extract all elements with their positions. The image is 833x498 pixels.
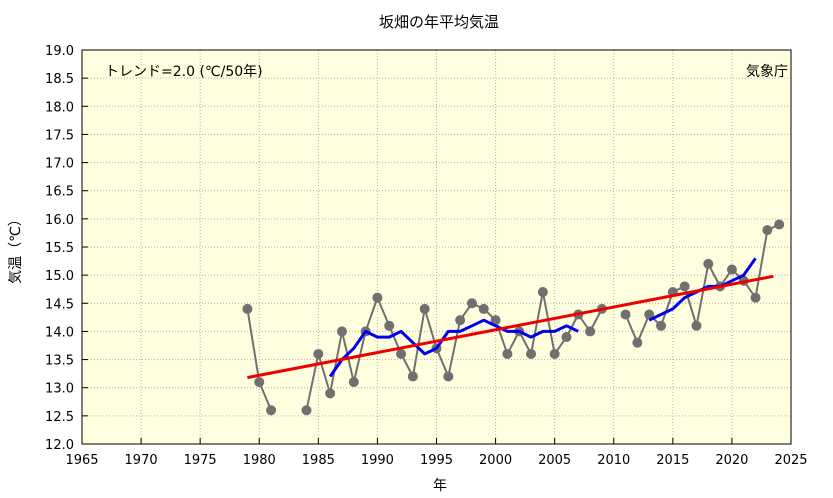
y-tick-label: 17.0	[45, 157, 74, 172]
annual-point	[703, 258, 714, 269]
series-layer	[242, 219, 785, 416]
y-tick-label: 12.0	[45, 438, 74, 453]
y-tick-label: 15.0	[45, 269, 74, 284]
annual-point	[502, 348, 513, 359]
x-tick-label: 2020	[715, 453, 748, 468]
annual-point	[537, 287, 548, 298]
annual-point	[561, 332, 572, 343]
annual-point	[384, 320, 395, 331]
annual-point	[644, 309, 655, 320]
y-tick-label: 18.0	[45, 100, 74, 115]
y-tick-label: 16.5	[45, 185, 74, 200]
annual-point	[478, 303, 489, 314]
annual-point	[774, 219, 785, 230]
trend-annotation: トレンド=2.0 (℃/50年)	[105, 64, 263, 80]
y-axis-label: 気温（℃）	[8, 212, 24, 284]
annual-point	[266, 405, 277, 416]
annual-point	[466, 298, 477, 309]
annual-point	[254, 377, 265, 388]
y-tick-label: 18.5	[45, 72, 74, 87]
x-tick-label: 1985	[302, 453, 335, 468]
y-axis: 12.0 12.5 13.0 13.5 14.0 14.5 15.0 15.5 16.0 16.5…	[45, 44, 88, 453]
annual-point	[396, 348, 407, 359]
y-tick-label: 17.5	[45, 128, 74, 143]
annual-point	[490, 315, 501, 326]
x-tick-label: 1990	[361, 453, 394, 468]
y-tick-label: 14.0	[45, 325, 74, 340]
y-tick-label: 13.0	[45, 382, 74, 397]
annual-point	[455, 315, 466, 326]
annual-point	[242, 303, 253, 314]
x-axis: 1965 1970 1975 1980 1985 1990 1995 2000 2005 2010…	[65, 438, 808, 468]
y-tick-label: 15.5	[45, 241, 74, 256]
annual-point	[325, 388, 336, 399]
annual-point	[726, 264, 737, 275]
annual-point	[750, 292, 761, 303]
plot-frame	[81, 49, 792, 445]
annual-point	[585, 326, 596, 337]
annual-point	[549, 348, 560, 359]
annual-point	[762, 225, 773, 236]
chart-title: 坂畑の年平均気温	[379, 13, 499, 31]
y-tick-label: 13.5	[45, 354, 74, 369]
x-tick-label: 1965	[65, 453, 98, 468]
annual-point	[372, 292, 383, 303]
annual-point	[620, 309, 631, 320]
annual-point	[679, 281, 690, 292]
series-trend	[247, 274, 774, 380]
annual-point	[301, 405, 312, 416]
x-tick-label: 1970	[125, 453, 158, 468]
trend-line	[247, 274, 774, 380]
annual-point	[656, 320, 667, 331]
annual-point	[336, 326, 347, 337]
annual-point	[443, 371, 454, 382]
annual-line	[305, 291, 603, 411]
x-tick-label: 2010	[597, 453, 630, 468]
x-tick-label: 2005	[538, 453, 571, 468]
x-tick-label: 1995	[420, 453, 453, 468]
moving-average-line	[328, 318, 579, 378]
annual-point	[526, 348, 537, 359]
x-tick-label: 1975	[184, 453, 217, 468]
annual-point	[419, 303, 430, 314]
x-axis-label: 年	[433, 478, 447, 494]
series-annual	[242, 219, 785, 416]
x-tick-label: 1980	[243, 453, 276, 468]
annual-point	[407, 371, 418, 382]
y-tick-label: 16.0	[45, 213, 74, 228]
annual-point	[348, 377, 359, 388]
annual-point	[632, 337, 643, 348]
y-tick-label: 19.0	[45, 44, 74, 59]
x-tick-label: 2000	[479, 453, 512, 468]
x-tick-label: 2015	[656, 453, 689, 468]
y-tick-label: 14.5	[45, 297, 74, 312]
annual-point	[691, 320, 702, 331]
source-label: 気象庁	[746, 64, 788, 80]
x-tick-label: 2025	[774, 453, 807, 468]
annual-point	[313, 348, 324, 359]
y-tick-label: 12.5	[45, 410, 74, 425]
